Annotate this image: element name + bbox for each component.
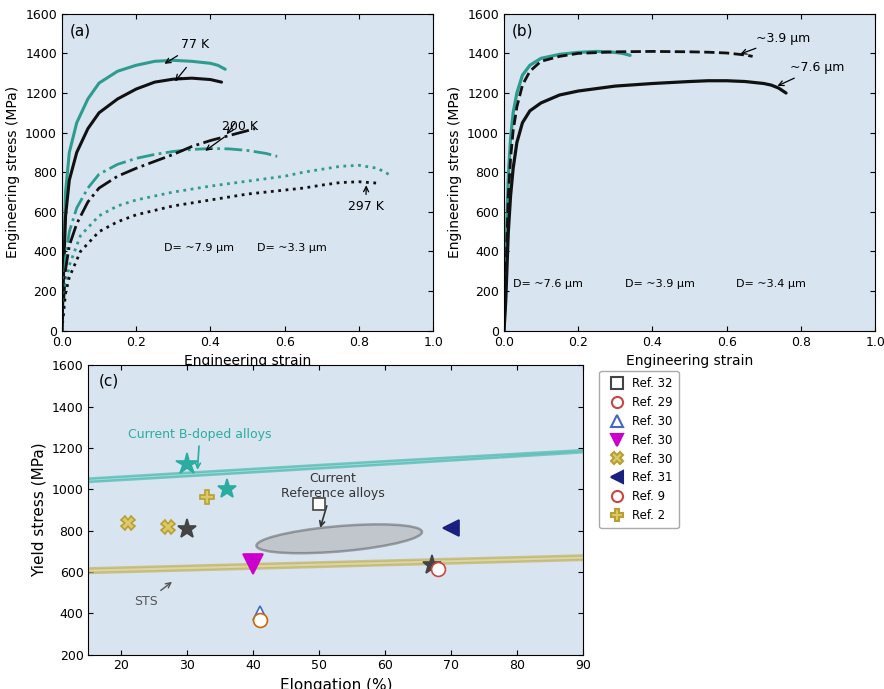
Text: Current
Reference alloys: Current Reference alloys xyxy=(281,473,385,526)
Text: ~3.9 μm: ~3.9 μm xyxy=(742,32,811,54)
Text: 297 K: 297 K xyxy=(347,187,384,213)
X-axis label: Engineering strain: Engineering strain xyxy=(626,354,753,368)
Text: D= ~3.4 μm: D= ~3.4 μm xyxy=(736,279,806,289)
Ellipse shape xyxy=(0,445,682,502)
Text: D= ~3.9 μm: D= ~3.9 μm xyxy=(625,279,695,289)
Text: (c): (c) xyxy=(98,374,118,389)
Text: D= ~7.6 μm: D= ~7.6 μm xyxy=(514,279,583,289)
X-axis label: Elongation (%): Elongation (%) xyxy=(279,678,392,689)
Text: STS: STS xyxy=(134,583,171,608)
Text: 77 K: 77 K xyxy=(165,39,209,63)
Text: (a): (a) xyxy=(69,23,90,39)
Y-axis label: Engineering stress (MPa): Engineering stress (MPa) xyxy=(5,86,19,258)
Text: 200 K: 200 K xyxy=(206,120,257,150)
Text: D= ~7.9 μm: D= ~7.9 μm xyxy=(164,243,234,254)
Y-axis label: Yield stress (MPa): Yield stress (MPa) xyxy=(31,442,46,577)
X-axis label: Engineering strain: Engineering strain xyxy=(184,354,311,368)
Ellipse shape xyxy=(256,524,422,553)
Text: (b): (b) xyxy=(511,23,533,39)
Text: D= ~3.3 μm: D= ~3.3 μm xyxy=(257,243,327,254)
Text: ~7.6 μm: ~7.6 μm xyxy=(779,61,844,85)
Text: Current B-doped alloys: Current B-doped alloys xyxy=(128,427,271,468)
Y-axis label: Engineering stress (MPa): Engineering stress (MPa) xyxy=(447,86,461,258)
Legend: Ref. 32, Ref. 29, Ref. 30, Ref. 30, Ref. 30, Ref. 31, Ref. 9, Ref. 2: Ref. 32, Ref. 29, Ref. 30, Ref. 30, Ref.… xyxy=(599,371,679,528)
Ellipse shape xyxy=(0,531,884,604)
